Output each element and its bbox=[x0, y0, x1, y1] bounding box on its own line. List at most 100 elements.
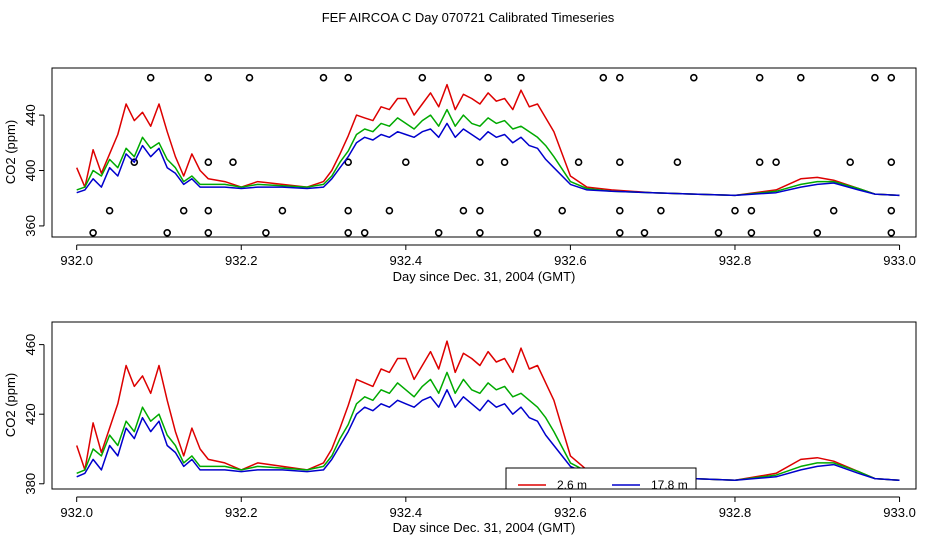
top-series-line-2-6m bbox=[76, 83, 900, 197]
legend-box bbox=[505, 467, 697, 490]
flag-marker bbox=[747, 229, 756, 237]
top-x-tick-label: 932.6 bbox=[554, 253, 587, 268]
top-y-tick-label: 360 bbox=[23, 215, 38, 237]
flag-marker bbox=[146, 73, 155, 82]
top-series-line-17-8m bbox=[76, 122, 900, 197]
flag-marker bbox=[689, 73, 698, 82]
flag-marker bbox=[871, 73, 879, 82]
bottom-x-tick-label: 932.0 bbox=[60, 505, 93, 520]
flag-marker bbox=[105, 206, 114, 215]
top-series bbox=[76, 83, 900, 197]
top-x-axis: 932.0 932.2 932.4 932.6 932.8 933.0 bbox=[60, 244, 916, 268]
flag-marker bbox=[615, 229, 624, 237]
flag-marker bbox=[887, 229, 896, 237]
flag-marker bbox=[500, 158, 509, 166]
flag-marker bbox=[657, 206, 665, 215]
flag-marker bbox=[130, 158, 139, 166]
flag-marker bbox=[615, 158, 624, 166]
bottom-y-tick-label: 420 bbox=[23, 403, 38, 425]
flag-marker bbox=[574, 158, 583, 166]
flag-marker bbox=[599, 73, 608, 82]
flag-marker bbox=[89, 229, 97, 237]
flag-marker bbox=[755, 73, 764, 82]
flag-marker bbox=[813, 229, 822, 237]
bottom-series bbox=[75, 340, 900, 482]
flag-marker bbox=[887, 73, 896, 82]
flag-marker bbox=[385, 206, 394, 215]
flag-marker bbox=[846, 158, 855, 166]
bottom-plot-frame bbox=[51, 321, 917, 490]
flag-marker bbox=[344, 158, 353, 166]
bottom-x-tick-label: 932.4 bbox=[390, 505, 423, 520]
top-x-tick-label: 932.0 bbox=[60, 253, 93, 268]
flag-marker bbox=[179, 206, 188, 215]
top-y-tick-label: 400 bbox=[23, 160, 38, 182]
flag-marker bbox=[517, 73, 525, 82]
figure-title: FEF AIRCOA C Day 070721 Calibrated Times… bbox=[322, 10, 615, 25]
bottom-x-axis-label: Day since Dec. 31, 2004 (GMT) bbox=[393, 520, 576, 535]
bottom-y-tick-label: 460 bbox=[23, 334, 38, 356]
flag-marker bbox=[204, 206, 213, 215]
top-y-axis: 360 400 440 bbox=[23, 104, 45, 237]
flag-marker bbox=[558, 206, 567, 215]
bottom-y-tick-label: 380 bbox=[23, 473, 38, 495]
flag-marker bbox=[360, 229, 369, 237]
bottom-y-axis-label: CO2 (ppm) bbox=[3, 373, 18, 437]
flag-marker bbox=[204, 73, 213, 82]
flag-marker bbox=[829, 206, 838, 215]
top-x-tick-label: 933.0 bbox=[883, 253, 916, 268]
flag-marker bbox=[163, 229, 171, 237]
bottom-x-tick-label: 933.0 bbox=[883, 505, 916, 520]
flag-marker bbox=[434, 229, 443, 237]
flag-marker bbox=[262, 229, 270, 237]
flag-marker bbox=[476, 158, 484, 166]
flag-marker bbox=[278, 206, 287, 215]
flag-marker bbox=[731, 206, 739, 215]
flag-marker bbox=[796, 73, 805, 82]
top-x-tick-label: 932.4 bbox=[390, 253, 423, 268]
flag-marker bbox=[401, 158, 410, 166]
flag-marker bbox=[344, 73, 353, 82]
flag-marker bbox=[640, 229, 649, 237]
bottom-x-tick-label: 932.2 bbox=[225, 505, 258, 520]
flag-marker bbox=[533, 229, 542, 237]
top-x-axis-label: Day since Dec. 31, 2004 (GMT) bbox=[393, 269, 576, 284]
flag-marker bbox=[344, 229, 353, 237]
legend: 2.6 m 17.8 m bbox=[505, 467, 697, 492]
top-x-tick-label: 932.2 bbox=[225, 253, 258, 268]
legend-label-17-8m: 17.8 m bbox=[651, 478, 688, 492]
flag-marker bbox=[615, 73, 624, 82]
flag-marker bbox=[747, 206, 756, 215]
flag-marker bbox=[245, 73, 254, 82]
flag-marker bbox=[344, 206, 353, 215]
top-x-tick-label: 932.8 bbox=[719, 253, 752, 268]
top-panel: 932.0 932.2 932.4 932.6 932.8 933.0 360 400 440… bbox=[3, 67, 917, 284]
flag-marker bbox=[673, 158, 682, 166]
top-series-line-mid bbox=[76, 108, 900, 197]
flag-marker bbox=[204, 229, 213, 237]
bottom-x-tick-label: 932.8 bbox=[719, 505, 752, 520]
flag-marker bbox=[887, 158, 896, 166]
legend-label-2-6m: 2.6 m bbox=[557, 478, 587, 492]
flag-marker bbox=[615, 206, 624, 215]
flag-marker bbox=[887, 206, 896, 215]
flag-marker bbox=[484, 73, 492, 82]
bottom-y-axis: 380 420 460 bbox=[23, 334, 45, 495]
bottom-x-tick-label: 932.6 bbox=[554, 505, 587, 520]
flag-marker bbox=[204, 158, 213, 166]
flag-marker bbox=[418, 73, 427, 82]
flag-marker bbox=[476, 206, 484, 215]
bottom-series-line-mid bbox=[76, 371, 900, 482]
bottom-x-axis: 932.0 932.2 932.4 932.6 932.8 933.0 bbox=[60, 496, 916, 520]
flag-marker bbox=[755, 158, 764, 166]
flag-marker bbox=[229, 158, 237, 166]
bottom-panel: 932.0 932.2 932.4 932.6 932.8 933.0 380 420 460… bbox=[3, 321, 917, 535]
top-plot-frame bbox=[51, 67, 917, 238]
top-y-tick-label: 440 bbox=[23, 104, 38, 126]
top-y-axis-label: CO2 (ppm) bbox=[3, 120, 18, 184]
flag-marker bbox=[319, 73, 328, 82]
flag-marker bbox=[459, 206, 468, 215]
flag-marker bbox=[772, 158, 780, 166]
bottom-series-line-2-6m bbox=[75, 340, 900, 482]
